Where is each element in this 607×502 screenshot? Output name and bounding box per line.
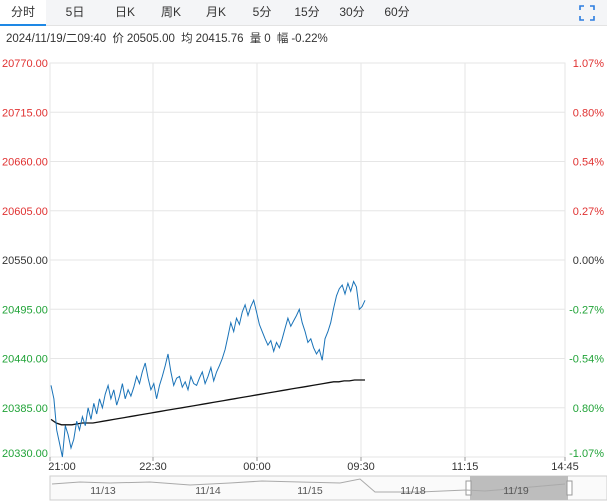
navigator-date-label: 11/14	[195, 485, 221, 497]
avg-line	[50, 379, 365, 426]
y-tick-label-right: -0.54%	[569, 354, 604, 366]
period-tab-bar: 分时 5日 日K 周K 月K 5分 15分 30分 60分	[0, 0, 607, 26]
quote-datetime: 2024/11/19/二09:40	[6, 33, 107, 45]
x-tick-label: 11:15	[452, 461, 479, 473]
y-tick-label-right: 0.80%	[573, 403, 604, 415]
y-tick-label-left: 20605.00	[2, 206, 48, 218]
navigator-date-label: 11/15	[297, 485, 323, 497]
y-tick-label-left: 20715.00	[2, 107, 48, 119]
y-tick-label-right: 1.07%	[573, 58, 604, 70]
navigator-handle-right[interactable]	[566, 480, 573, 496]
price-label: 价	[112, 33, 124, 45]
time-navigator: 11/13 11/14 11/15 11/18 11/19	[49, 475, 607, 501]
tab-monthly-k[interactable]: 月K	[205, 5, 226, 19]
y-tick-label-right: 0.80%	[573, 107, 604, 119]
tab-daily-k[interactable]: 日K	[114, 5, 135, 19]
navigator-date-label: 11/13	[90, 485, 116, 497]
volume-label: 量	[249, 33, 262, 45]
y-tick-label-right: 0.00%	[573, 255, 604, 267]
x-tick-label: 14:45	[551, 461, 579, 473]
y-tick-label-right: -0.27%	[569, 304, 604, 316]
tab-30min[interactable]: 30分	[339, 5, 365, 19]
tab-weekly-k[interactable]: 周K	[160, 5, 181, 19]
y-tick-label-left: 20660.00	[2, 157, 48, 169]
quote-volume: 0	[264, 33, 271, 45]
navigator-handle-left[interactable]	[465, 480, 472, 496]
quote-avg: 20415.76	[195, 33, 244, 45]
x-tick-label: 22:30	[139, 461, 167, 473]
quote-change: -0.22%	[291, 33, 328, 45]
quote-price: 20505.00	[126, 33, 175, 45]
x-tick-label: 21:00	[48, 461, 76, 473]
price-line	[50, 280, 366, 458]
y-tick-label-right: 0.54%	[573, 157, 604, 169]
x-tick-label: 00:00	[243, 461, 271, 473]
tab-intraday[interactable]: 分时	[0, 0, 46, 26]
y-tick-label-left: 20385.00	[2, 403, 48, 415]
y-tick-label-left: 20440.00	[2, 354, 48, 366]
y-tick-label-right: 0.27%	[573, 206, 604, 218]
y-tick-label-left: 20550.00	[2, 255, 48, 267]
y-tick-label-left: 20770.00	[2, 58, 48, 70]
change-label: 幅	[276, 33, 289, 45]
fullscreen-icon[interactable]	[579, 5, 595, 21]
navigator-date-label: 11/18	[400, 485, 426, 497]
navigator-sparkline	[51, 478, 566, 493]
tab-5day[interactable]: 5日	[65, 5, 85, 19]
navigator-date-label: 11/19	[503, 485, 529, 497]
y-tick-label-right: -1.07%	[569, 448, 604, 460]
avg-label: 均	[181, 33, 193, 45]
tab-15min[interactable]: 15分	[294, 5, 320, 19]
x-tick-label: 09:30	[347, 461, 375, 473]
y-tick-label-left: 20495.00	[2, 304, 48, 316]
y-tick-label-left: 20330.00	[2, 448, 48, 460]
tab-60min[interactable]: 60分	[384, 5, 410, 19]
tab-5min[interactable]: 5分	[252, 5, 272, 19]
